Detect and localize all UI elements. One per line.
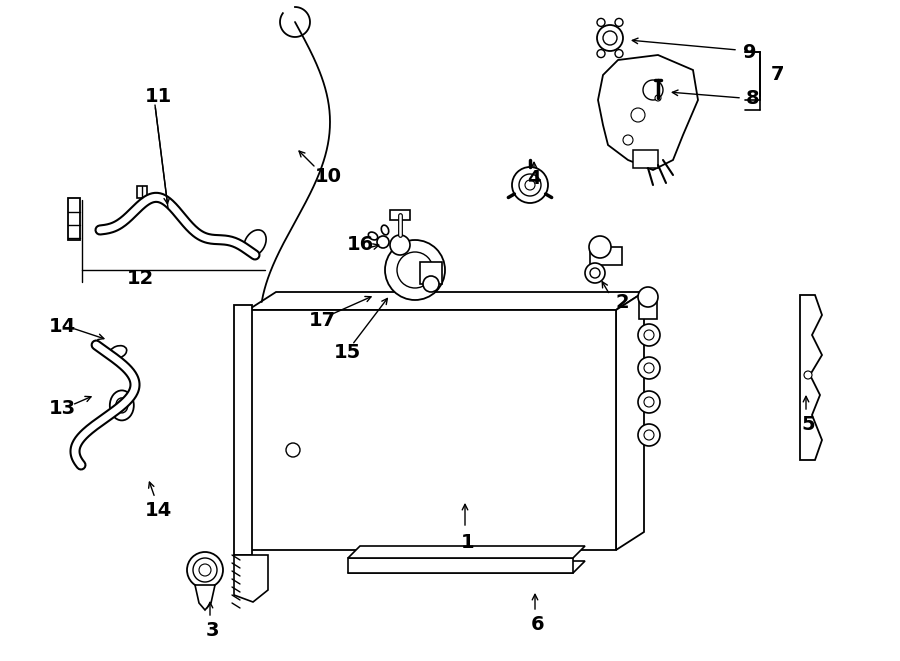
FancyBboxPatch shape (420, 262, 442, 284)
Text: 16: 16 (346, 235, 374, 254)
Polygon shape (248, 292, 644, 310)
Text: 5: 5 (801, 416, 814, 434)
Text: 10: 10 (314, 167, 341, 186)
Circle shape (597, 19, 605, 26)
Text: 9: 9 (743, 42, 757, 61)
Polygon shape (800, 295, 822, 460)
Text: 1: 1 (461, 533, 475, 551)
FancyBboxPatch shape (234, 305, 252, 555)
Circle shape (597, 50, 605, 58)
Circle shape (615, 50, 623, 58)
Circle shape (589, 236, 611, 258)
Text: 17: 17 (309, 311, 336, 329)
Text: 14: 14 (144, 500, 172, 520)
FancyBboxPatch shape (248, 310, 616, 550)
FancyBboxPatch shape (137, 186, 147, 198)
Circle shape (644, 363, 654, 373)
Text: 4: 4 (527, 169, 541, 188)
Circle shape (512, 167, 548, 203)
Circle shape (638, 324, 660, 346)
Circle shape (286, 443, 300, 457)
FancyBboxPatch shape (348, 558, 573, 573)
Polygon shape (195, 585, 215, 610)
Text: 8: 8 (746, 89, 760, 108)
Polygon shape (616, 292, 644, 550)
FancyBboxPatch shape (68, 198, 80, 240)
Circle shape (597, 25, 623, 51)
Ellipse shape (109, 346, 127, 358)
Text: 14: 14 (49, 317, 76, 336)
Circle shape (655, 95, 661, 101)
FancyBboxPatch shape (590, 247, 622, 265)
Text: 2: 2 (616, 293, 629, 313)
Circle shape (644, 397, 654, 407)
Circle shape (643, 80, 663, 100)
Circle shape (623, 135, 633, 145)
Ellipse shape (382, 225, 389, 235)
Circle shape (590, 268, 600, 278)
Circle shape (390, 235, 410, 255)
Circle shape (644, 430, 654, 440)
Circle shape (423, 276, 439, 292)
Circle shape (193, 558, 217, 582)
Circle shape (638, 424, 660, 446)
FancyBboxPatch shape (639, 297, 657, 319)
FancyBboxPatch shape (633, 150, 658, 168)
Circle shape (638, 287, 658, 307)
Circle shape (199, 564, 211, 576)
Text: 3: 3 (205, 621, 219, 639)
Polygon shape (598, 55, 698, 170)
Ellipse shape (116, 398, 128, 413)
Ellipse shape (110, 391, 134, 420)
Text: 6: 6 (531, 615, 544, 635)
Text: 12: 12 (126, 268, 154, 288)
Text: 11: 11 (144, 87, 172, 106)
Circle shape (804, 371, 812, 379)
Circle shape (585, 263, 605, 283)
Text: 7: 7 (771, 65, 785, 85)
Circle shape (519, 174, 541, 196)
Polygon shape (348, 561, 585, 573)
Circle shape (603, 31, 617, 45)
Circle shape (385, 240, 445, 300)
Text: 13: 13 (49, 399, 76, 418)
Circle shape (187, 552, 223, 588)
Polygon shape (234, 555, 268, 602)
Circle shape (638, 357, 660, 379)
Circle shape (377, 236, 389, 248)
Circle shape (631, 108, 645, 122)
Circle shape (615, 19, 623, 26)
Circle shape (644, 330, 654, 340)
Circle shape (397, 252, 433, 288)
Ellipse shape (368, 232, 378, 240)
Circle shape (638, 391, 660, 413)
Text: 15: 15 (333, 342, 361, 362)
FancyBboxPatch shape (390, 210, 410, 220)
Circle shape (525, 180, 535, 190)
Polygon shape (348, 546, 585, 558)
Ellipse shape (244, 230, 266, 256)
